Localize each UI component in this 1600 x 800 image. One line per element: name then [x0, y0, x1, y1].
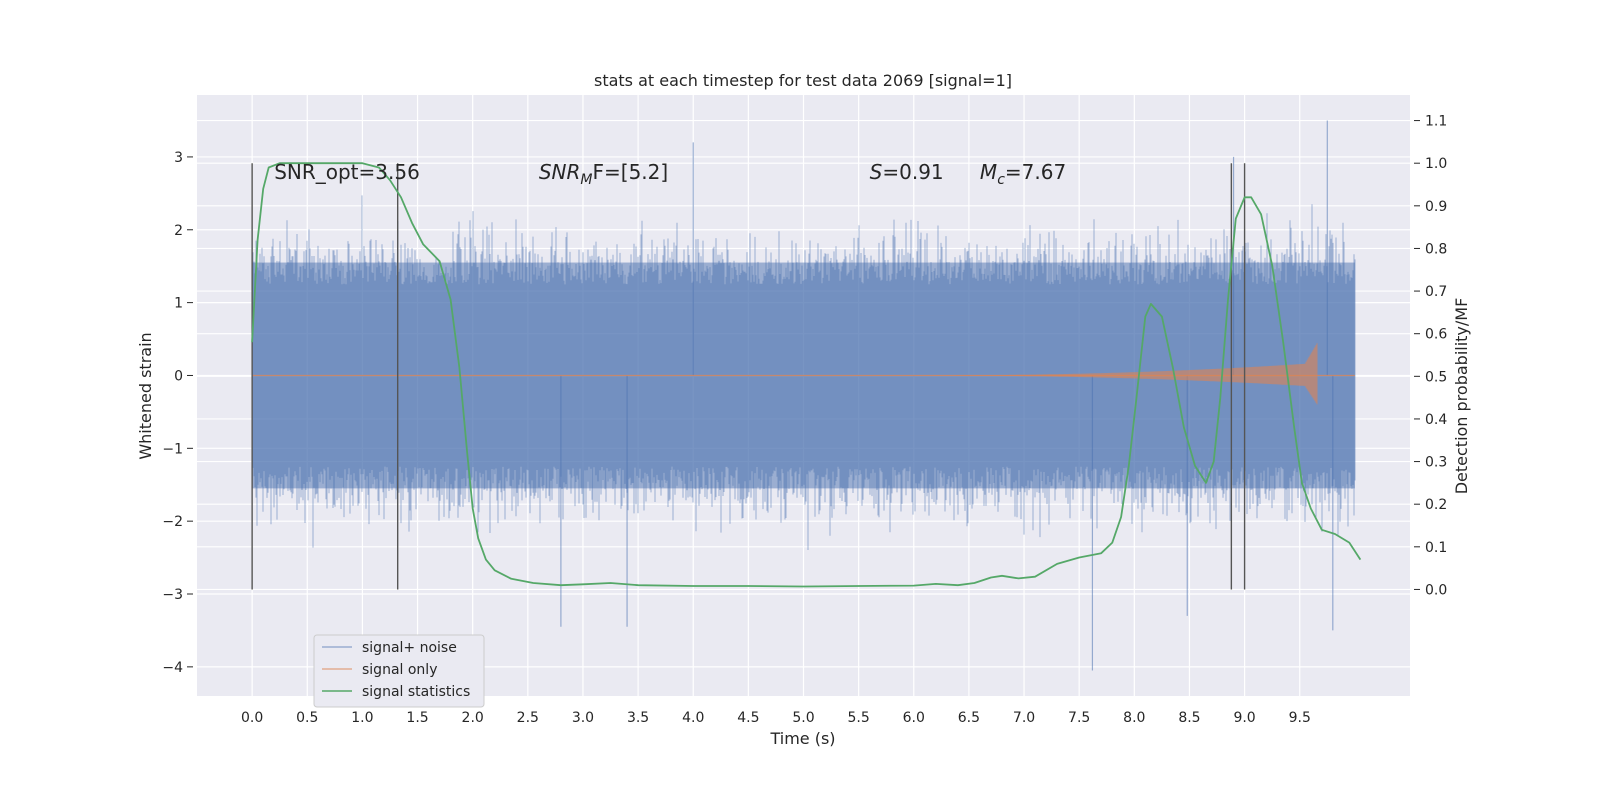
x-tick-label: 6.0 [903, 710, 925, 726]
annotations: SNR_opt=3.56 SNRMF=[5.2] S=0.91 Mc=7.67 [274, 160, 1066, 188]
x-axis-label: Time (s) [769, 729, 835, 748]
y-axis-right-label: Detection probability/MF [1452, 298, 1471, 495]
series-signal-statistics [251, 162, 1362, 588]
y-axis-left-label: Whitened strain [136, 332, 155, 459]
y-left-tick-label: 3 [174, 150, 183, 166]
y-right-tick-label: 0.4 [1425, 412, 1447, 428]
y-left-tick-label: −3 [162, 587, 183, 603]
y-right-tick-label: 1.0 [1425, 156, 1447, 172]
annotation-text: Mc=7.67 [980, 160, 1066, 188]
y-right-tick-label: 0.1 [1425, 540, 1447, 556]
y-right-tick-label: 0.8 [1425, 241, 1447, 257]
y-left-tick-label: 0 [174, 368, 183, 384]
y-left-tick-label: −2 [162, 514, 183, 530]
y-right-tick-label: 0.5 [1425, 369, 1447, 385]
x-axis-ticks: 0.0 0.5 1.0 1.5 2.0 2.5 3.0 3.5 4.0 4.5 5.0 5.5 6.0 6… [241, 710, 1311, 726]
x-tick-label: 2.0 [462, 710, 484, 726]
x-tick-label: 8.5 [1178, 710, 1200, 726]
x-tick-label: 3.5 [627, 710, 649, 726]
x-tick-label: 4.0 [682, 710, 704, 726]
series-signal-only [252, 343, 1355, 405]
signal-chirp [932, 343, 1318, 405]
x-tick-label: 5.0 [792, 710, 814, 726]
statistics-line [251, 162, 1362, 588]
y-left-tick-label: 1 [174, 296, 183, 312]
annotation-text: SNRMF=[5.2] [539, 160, 668, 188]
x-tick-label: 5.5 [848, 710, 870, 726]
chart-title: stats at each timestep for test data 206… [594, 71, 1012, 90]
legend-label-noise: signal+ noise [362, 640, 457, 656]
x-tick-label: 7.0 [1013, 710, 1035, 726]
annotation-text: S=0.91 [870, 160, 944, 184]
y-left-tick-label: 2 [174, 223, 183, 239]
x-tick-label: 1.0 [351, 710, 373, 726]
x-tick-label: 1.5 [406, 710, 428, 726]
legend: signal+ noise signal only signal statist… [313, 634, 485, 708]
x-tick-label: 8.0 [1123, 710, 1145, 726]
x-tick-label: 0.0 [241, 710, 263, 726]
y-right-tick-label: 0.7 [1425, 284, 1447, 300]
x-tick-label: 4.5 [737, 710, 759, 726]
x-tick-label: 9.0 [1233, 710, 1255, 726]
x-tick-label: 3.0 [572, 710, 594, 726]
y-left-tick-label: −1 [162, 441, 183, 457]
y-right-tick-label: 0.2 [1425, 497, 1447, 513]
vertical-markers [251, 163, 1246, 590]
x-tick-label: 7.5 [1068, 710, 1090, 726]
x-tick-label: 0.5 [296, 710, 318, 726]
y-right-tick-label: 1.1 [1425, 114, 1447, 130]
y-right-tick-label: 0.6 [1425, 327, 1447, 343]
x-tick-label: 6.5 [958, 710, 980, 726]
x-tick-label: 9.5 [1289, 710, 1311, 726]
y-right-tick-label: 0.3 [1425, 455, 1447, 471]
y-axis-right-ticks: 1.1 1.0 0.9 0.8 0.7 0.6 0.5 0.4 0.3 0.2 0.1 0.0 [1414, 114, 1447, 598]
y-right-tick-label: 0.9 [1425, 199, 1447, 215]
y-axis-left-ticks: 3 2 1 0 −1 −2 −3 −4 [162, 150, 193, 676]
legend-label-signal: signal only [362, 662, 437, 678]
legend-label-statistics: signal statistics [362, 684, 470, 700]
annotation-text: SNR_opt=3.56 [274, 160, 420, 184]
y-right-tick-label: 0.0 [1425, 582, 1447, 598]
y-left-tick-label: −4 [162, 660, 183, 676]
legend-box [313, 634, 485, 708]
x-tick-label: 2.5 [517, 710, 539, 726]
